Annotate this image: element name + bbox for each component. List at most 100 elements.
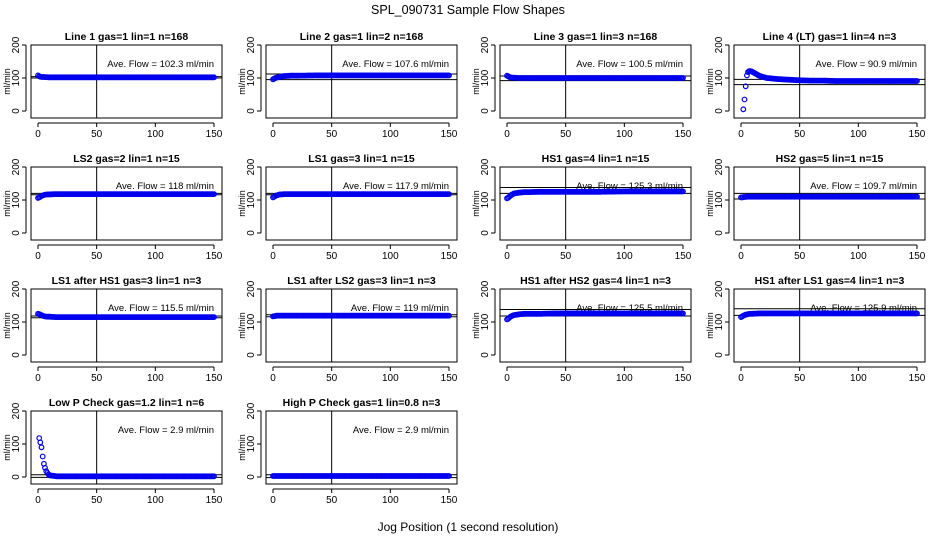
y-axis-label: ml/min: [237, 312, 247, 339]
y-tick-label: 200: [480, 158, 491, 175]
x-tick-label: 150: [441, 373, 458, 384]
x-tick-label: 0: [504, 251, 510, 262]
plot-frame: [30, 288, 223, 363]
x-tick-label: 100: [382, 495, 399, 506]
mean-flow-annotation: Ave. Flow = 115.5 ml/min: [108, 303, 214, 314]
plot-frame: [265, 410, 458, 485]
y-tick-label: 100: [714, 191, 725, 208]
x-tick-label: 0: [504, 129, 510, 140]
data-series: [504, 188, 686, 202]
panel-3: Line 3 gas=1 lin=3 n=168 0 50 100 150 0 100 200…: [471, 31, 692, 140]
y-tick-label: 100: [11, 191, 22, 208]
y-tick-label: 0: [480, 352, 491, 358]
panel-10: LS1 after LS2 gas=3 lin=1 n=3 0 50 100 150 0 1…: [237, 275, 458, 384]
data-point: [769, 75, 776, 82]
panel-1: Line 1 gas=1 lin=1 n=168 0 50 100 150 0 100 200…: [2, 31, 223, 140]
panel-title: HS1 after LS1 gas=4 lin=1 n=3: [755, 275, 905, 287]
x-tick-label: 50: [560, 251, 572, 262]
mean-flow-annotation: Ave. Flow = 2.9 ml/min: [118, 425, 214, 436]
x-tick-label: 100: [850, 251, 867, 262]
data-point: [209, 473, 216, 480]
x-tick-label: 50: [326, 251, 338, 262]
x-tick-label: 150: [675, 251, 692, 262]
mean-flow-annotation: Ave. Flow = 100.5 ml/min: [576, 59, 683, 70]
x-tick-label: 0: [35, 373, 41, 384]
data-point: [209, 74, 216, 81]
x-tick-label: 150: [909, 251, 926, 262]
x-tick-label: 50: [794, 373, 806, 384]
panel-11: HS1 after HS2 gas=4 lin=1 n=3 0 50 100 150 0 1…: [471, 275, 692, 384]
y-tick-label: 0: [480, 230, 491, 236]
y-tick-label: 0: [246, 230, 257, 236]
data-point: [741, 96, 748, 103]
y-tick-label: 100: [246, 435, 257, 452]
panel-14: High P Check gas=1 lin=0.8 n=3 0 50 100 150 0…: [237, 397, 458, 506]
x-tick-label: 0: [270, 495, 276, 506]
x-tick-label: 150: [206, 373, 223, 384]
data-point: [209, 191, 216, 198]
data-point: [912, 78, 919, 84]
y-tick-label: 200: [246, 280, 257, 297]
plot-frame: [733, 44, 926, 119]
y-tick-label: 100: [480, 313, 491, 330]
x-tick-label: 50: [560, 129, 572, 140]
mean-flow-annotation: Ave. Flow = 125.9 ml/min: [810, 303, 917, 314]
y-tick-label: 0: [11, 230, 22, 236]
x-tick-label: 100: [147, 129, 164, 140]
data-series: [270, 312, 452, 320]
panel-title: LS1 after LS2 gas=3 lin=1 n=3: [287, 275, 436, 287]
y-tick-label: 200: [11, 36, 22, 53]
data-point: [38, 444, 45, 451]
x-tick-label: 150: [675, 129, 692, 140]
x-tick-label: 150: [206, 495, 223, 506]
plot-frame: [733, 288, 926, 363]
data-series: [738, 310, 920, 321]
x-tick-label: 100: [616, 129, 633, 140]
data-point: [209, 314, 216, 321]
panel-5: LS2 gas=2 lin=1 n=15 0 50 100 150 0 100 200 ml/m…: [2, 153, 223, 262]
data-point: [912, 310, 919, 317]
panel-6: LS1 gas=3 lin=1 n=15 0 50 100 150 0 100 200 ml/m…: [237, 153, 458, 262]
x-tick-label: 0: [738, 373, 744, 384]
plot-frame: [30, 166, 223, 241]
y-axis-label: ml/min: [2, 68, 12, 95]
y-axis-label: ml/min: [471, 312, 481, 339]
plot-frame: [499, 166, 692, 241]
panel-title: Low P Check gas=1.2 lin=1 n=6: [49, 397, 204, 409]
panel-8: HS2 gas=5 lin=1 n=15 0 50 100 150 0 100 200 ml/m…: [705, 153, 926, 262]
plot-frame: [265, 288, 458, 363]
panel-title: Line 4 (LT) gas=1 lin=4 n=3: [763, 31, 897, 43]
panels-container: Line 1 gas=1 lin=1 n=168 0 50 100 150 0 100 200…: [2, 31, 926, 506]
x-tick-label: 50: [91, 495, 103, 506]
data-series: [270, 191, 452, 201]
data-point: [742, 83, 749, 90]
panel-13: Low P Check gas=1.2 lin=1 n=6 0 50 100 150 0 1…: [2, 397, 223, 506]
y-axis-label: ml/min: [2, 190, 12, 217]
x-tick-label: 100: [850, 373, 867, 384]
x-tick-label: 150: [441, 251, 458, 262]
x-tick-label: 0: [270, 251, 276, 262]
mean-flow-annotation: Ave. Flow = 119 ml/min: [351, 303, 449, 314]
plot-frame: [733, 166, 926, 241]
y-axis-label: ml/min: [705, 312, 715, 339]
data-series: [270, 473, 452, 479]
panel-title: LS1 after HS1 gas=3 lin=1 n=3: [52, 275, 202, 287]
x-tick-label: 0: [270, 373, 276, 384]
panel-title: LS1 gas=3 lin=1 n=15: [308, 153, 415, 165]
data-point: [912, 193, 919, 200]
x-tick-label: 50: [326, 373, 338, 384]
data-series: [504, 310, 686, 323]
x-tick-label: 0: [35, 495, 41, 506]
y-tick-label: 100: [246, 313, 257, 330]
y-tick-label: 0: [246, 474, 257, 480]
data-point: [444, 72, 451, 79]
y-axis-label: ml/min: [237, 434, 247, 461]
data-point: [444, 473, 451, 479]
panel-2: Line 2 gas=1 lin=2 n=168 0 50 100 150 0 100 200…: [237, 31, 458, 140]
x-tick-label: 0: [270, 129, 276, 140]
panel-7: HS1 gas=4 lin=1 n=15 0 50 100 150 0 100 200 ml/m…: [471, 153, 692, 262]
y-tick-label: 0: [11, 352, 22, 358]
data-point: [678, 75, 685, 81]
y-tick-label: 100: [480, 191, 491, 208]
y-tick-label: 0: [246, 108, 257, 114]
